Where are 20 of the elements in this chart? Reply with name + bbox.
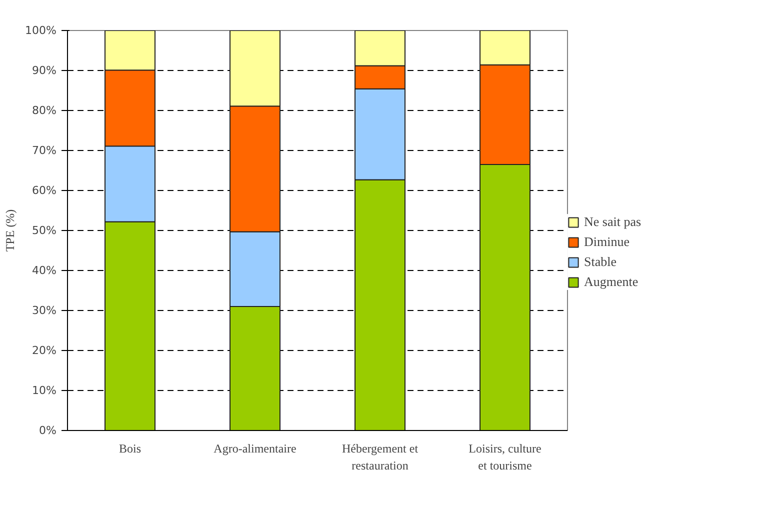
y-tick-label: 80% — [32, 104, 57, 117]
x-tick-label: Agro-alimentaire — [214, 442, 296, 456]
y-tick-label: 30% — [32, 304, 57, 317]
y-tick-label: 40% — [32, 264, 57, 277]
x-tick-label: Hébergement et restauration — [342, 442, 419, 472]
legend-label: Stable — [584, 254, 616, 270]
y-tick-label: 10% — [32, 384, 57, 397]
y-tick-label: 90% — [32, 64, 57, 77]
legend-label: Ne sait pas — [584, 214, 642, 230]
y-axis-title: TPE (%) — [3, 209, 18, 252]
x-tick-label: Loisirs, culture et tourisme — [468, 442, 542, 472]
x-tick-label: Bois — [118, 442, 142, 456]
legend-label: Diminue — [584, 234, 630, 250]
y-tick-label: 0% — [39, 424, 56, 437]
y-tick-label: 70% — [32, 144, 57, 157]
y-tick-label: 100% — [25, 24, 57, 37]
legend-label: Augmente — [584, 274, 638, 290]
y-tick-label: 50% — [32, 224, 57, 237]
y-tick-label: 60% — [32, 184, 57, 197]
y-tick-label: 20% — [32, 344, 57, 357]
